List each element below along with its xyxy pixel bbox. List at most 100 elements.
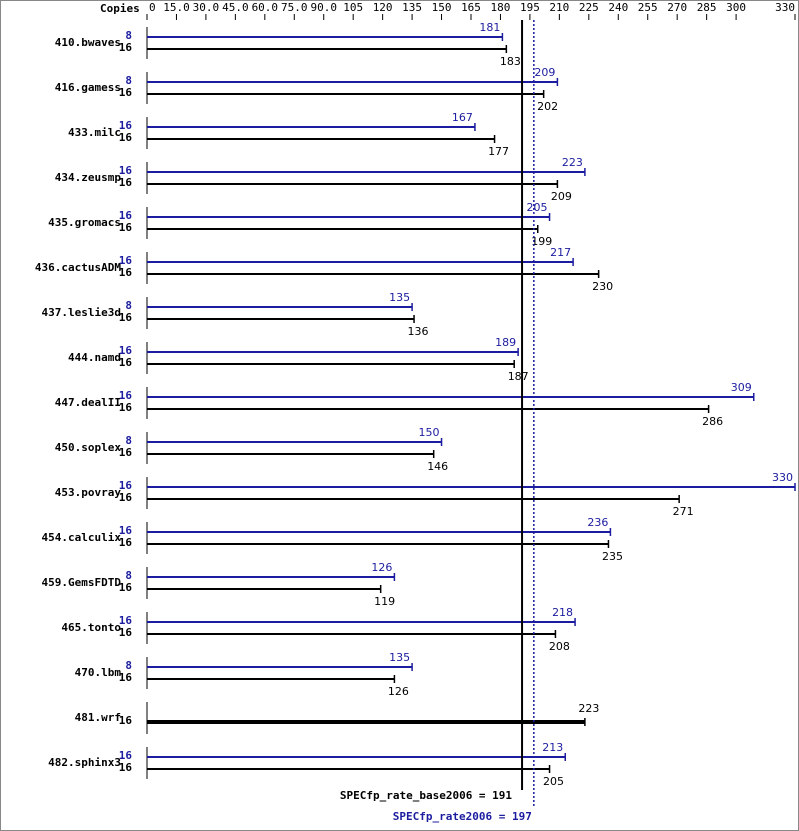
value-label: 235 xyxy=(602,550,623,563)
benchmark-name: 482.sphinx3 xyxy=(48,756,121,769)
copies-header: Copies xyxy=(100,2,140,15)
value-label: 167 xyxy=(452,111,473,124)
copies: 16 xyxy=(119,311,133,324)
value-label: 135 xyxy=(389,651,410,664)
copies: 16 xyxy=(119,221,133,234)
value-label: 136 xyxy=(408,325,429,338)
copies: 8 xyxy=(125,569,132,582)
copies: 16 xyxy=(119,119,133,132)
benchmark-name: 453.povray xyxy=(55,486,122,499)
benchmark-name: 470.lbm xyxy=(75,666,122,679)
x-tick-label: 300 xyxy=(726,1,746,14)
copies: 16 xyxy=(119,176,133,189)
copies: 16 xyxy=(119,254,133,267)
value-label: 205 xyxy=(543,775,564,788)
copies: 16 xyxy=(119,536,133,549)
x-tick-label: 90.0 xyxy=(310,1,337,14)
copies: 8 xyxy=(125,434,132,447)
value-label: 209 xyxy=(534,66,555,79)
copies: 16 xyxy=(119,356,133,369)
value-label: 218 xyxy=(552,606,573,619)
x-tick-label: 210 xyxy=(549,1,569,14)
copies: 16 xyxy=(119,131,133,144)
value-label: 126 xyxy=(371,561,392,574)
copies: 16 xyxy=(119,446,133,459)
value-label: 286 xyxy=(702,415,723,428)
copies: 16 xyxy=(119,86,133,99)
x-tick-label: 135 xyxy=(402,1,422,14)
x-tick-label: 270 xyxy=(667,1,687,14)
copies: 16 xyxy=(119,266,133,279)
benchmark-name: 436.cactusADM xyxy=(35,261,121,274)
benchmark-name: 433.milc xyxy=(68,126,121,139)
copies: 16 xyxy=(119,761,133,774)
copies: 16 xyxy=(119,209,133,222)
x-tick-label: 15.0 xyxy=(163,1,190,14)
x-tick-label: 180 xyxy=(491,1,511,14)
value-label: 187 xyxy=(508,370,529,383)
copies: 16 xyxy=(119,344,133,357)
value-label: 208 xyxy=(549,640,570,653)
benchmark-name: 481.wrf xyxy=(75,711,121,724)
copies: 16 xyxy=(119,389,133,402)
copies: 16 xyxy=(119,626,133,639)
value-label: 230 xyxy=(592,280,613,293)
copies: 16 xyxy=(119,479,133,492)
copies: 8 xyxy=(125,74,132,87)
value-label: 223 xyxy=(578,702,599,715)
copies: 16 xyxy=(119,41,133,54)
value-label: 309 xyxy=(731,381,752,394)
value-label: 177 xyxy=(488,145,509,158)
x-tick-label: 240 xyxy=(608,1,628,14)
x-tick-label: 105 xyxy=(343,1,363,14)
x-tick-label: 225 xyxy=(579,1,599,14)
benchmark-name: 447.dealII xyxy=(55,396,121,409)
x-tick-label: 75.0 xyxy=(281,1,308,14)
x-tick-label: 165 xyxy=(461,1,481,14)
x-tick-label: 150 xyxy=(432,1,452,14)
benchmark-name: 416.gamess xyxy=(55,81,121,94)
reference-label: SPECfp_rate2006 = 197 xyxy=(393,810,532,823)
reference-label: SPECfp_rate_base2006 = 191 xyxy=(340,789,513,802)
copies: 16 xyxy=(119,614,133,627)
copies: 16 xyxy=(119,164,133,177)
benchmark-name: 435.gromacs xyxy=(48,216,121,229)
x-tick-label: 60.0 xyxy=(252,1,279,14)
x-tick-label: 120 xyxy=(373,1,393,14)
value-label: 236 xyxy=(587,516,608,529)
value-label: 271 xyxy=(673,505,694,518)
value-label: 217 xyxy=(550,246,571,259)
copies: 8 xyxy=(125,29,132,42)
copies: 16 xyxy=(119,581,133,594)
value-label: 202 xyxy=(537,100,558,113)
copies: 16 xyxy=(119,491,133,504)
copies: 16 xyxy=(119,671,133,684)
x-tick-label: 30.0 xyxy=(193,1,220,14)
value-label: 126 xyxy=(388,685,409,698)
value-label: 199 xyxy=(531,235,552,248)
x-tick-label: 255 xyxy=(638,1,658,14)
value-label: 135 xyxy=(389,291,410,304)
value-label: 150 xyxy=(419,426,440,439)
benchmark-name: 437.leslie3d xyxy=(42,306,121,319)
benchmark-name: 410.bwaves xyxy=(55,36,121,49)
copies: 8 xyxy=(125,659,132,672)
benchmark-name: 454.calculix xyxy=(42,531,122,544)
value-label: 205 xyxy=(527,201,548,214)
x-tick-label: 285 xyxy=(697,1,717,14)
value-label: 146 xyxy=(427,460,448,473)
value-label: 119 xyxy=(374,595,395,608)
copies: 16 xyxy=(119,401,133,414)
value-label: 330 xyxy=(772,471,793,484)
benchmark-name: 444.namd xyxy=(68,351,121,364)
copies: 16 xyxy=(119,749,133,762)
value-label: 213 xyxy=(542,741,563,754)
benchmark-name: 465.tonto xyxy=(61,621,121,634)
benchmark-name: 434.zeusmp xyxy=(55,171,122,184)
value-label: 209 xyxy=(551,190,572,203)
copies: 8 xyxy=(125,299,132,312)
benchmark-name: 459.GemsFDTD xyxy=(42,576,122,589)
copies: 16 xyxy=(119,714,133,727)
